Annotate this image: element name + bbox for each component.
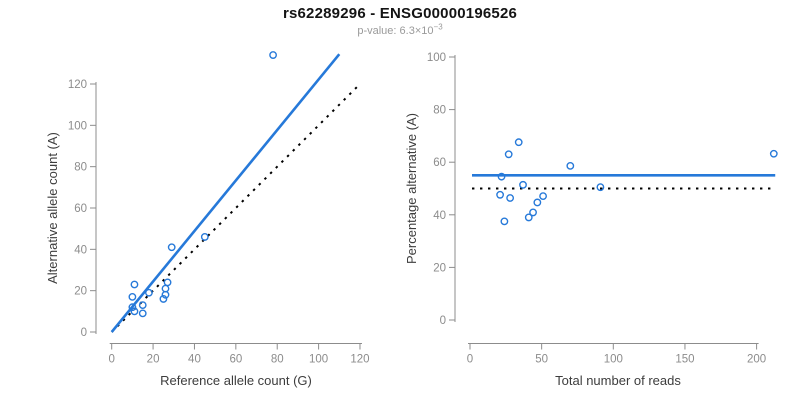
data-point <box>128 303 137 312</box>
y-tick-label: 20 <box>74 286 87 298</box>
pvalue-label: p-value: <box>357 25 400 37</box>
data-point <box>566 161 575 170</box>
percentage-reads-scatter-plot: 0 50 100 150 200 0 20 40 60 80 100 Total number of … <box>404 52 778 388</box>
x-tick-label: 100 <box>309 354 328 366</box>
x-tick-label: 50 <box>535 354 548 366</box>
y-tick-label: 20 <box>433 262 446 274</box>
data-point <box>159 295 168 303</box>
x-tick-label: 200 <box>747 354 766 366</box>
figure-subtitle: p-value: 6.3×10−3 <box>0 22 800 37</box>
fit-line <box>110 53 341 333</box>
x-tick-label: 0 <box>108 354 114 366</box>
data-point <box>539 192 547 201</box>
data-point <box>496 190 504 199</box>
data-point <box>524 213 533 222</box>
data-point <box>130 307 139 316</box>
data-point <box>506 194 515 202</box>
allele-count-scatter-plot: 0 20 40 60 80 100 120 0 20 40 60 80 100 120 Reference … <box>45 51 370 388</box>
data-point <box>161 284 170 293</box>
y-tick-label: 80 <box>74 162 87 174</box>
pvalue-base: 10 <box>421 25 434 37</box>
y-tick-label: 100 <box>68 120 87 132</box>
multiply-sign: × <box>414 25 422 37</box>
y-tick-label: 0 <box>440 315 446 327</box>
x-tick-label: 0 <box>467 354 473 366</box>
y-tick-label: 40 <box>433 210 446 222</box>
data-point <box>533 198 542 207</box>
x-tick-label: 120 <box>350 354 369 366</box>
y-axis-title: Percentage alternative (A) <box>404 113 419 264</box>
data-point <box>269 51 277 59</box>
data-point <box>769 149 778 158</box>
data-point <box>519 180 527 189</box>
data-point <box>138 309 147 318</box>
x-tick-label: 80 <box>271 354 284 366</box>
data-point <box>529 208 537 217</box>
x-tick-label: 60 <box>229 354 242 366</box>
data-point <box>596 183 605 192</box>
y-tick-label: 100 <box>427 52 446 64</box>
y-tick-label: 80 <box>433 105 446 117</box>
data-point <box>145 288 153 297</box>
x-axis-title: Reference allele count (G) <box>160 373 312 388</box>
x-tick-label: 100 <box>604 354 623 366</box>
y-tick-label: 40 <box>74 244 87 256</box>
data-point <box>500 217 509 226</box>
pvalue-mantissa: 6.3 <box>399 25 415 37</box>
y-axis-title: Alternative allele count (A) <box>45 132 60 284</box>
data-point <box>497 172 506 181</box>
data-point <box>138 301 147 310</box>
data-point <box>200 233 209 241</box>
identity-line <box>110 83 361 333</box>
data-point <box>128 292 137 301</box>
data-point <box>514 138 523 147</box>
y-tick-label: 60 <box>74 203 87 215</box>
data-point <box>167 243 176 252</box>
data-point <box>130 280 139 289</box>
y-tick-label: 120 <box>68 79 87 91</box>
data-point <box>163 278 172 287</box>
x-axis-title: Total number of reads <box>555 373 681 388</box>
pvalue-exponent: −3 <box>433 22 443 32</box>
figure-title: rs62289296 - ENSG00000196526 <box>282 5 518 22</box>
y-tick-label: 60 <box>433 157 446 169</box>
data-point <box>504 150 513 159</box>
x-tick-label: 40 <box>188 354 201 366</box>
x-tick-label: 20 <box>147 354 160 366</box>
x-tick-label: 150 <box>675 354 694 366</box>
data-point <box>161 290 170 299</box>
y-tick-label: 0 <box>81 327 87 339</box>
